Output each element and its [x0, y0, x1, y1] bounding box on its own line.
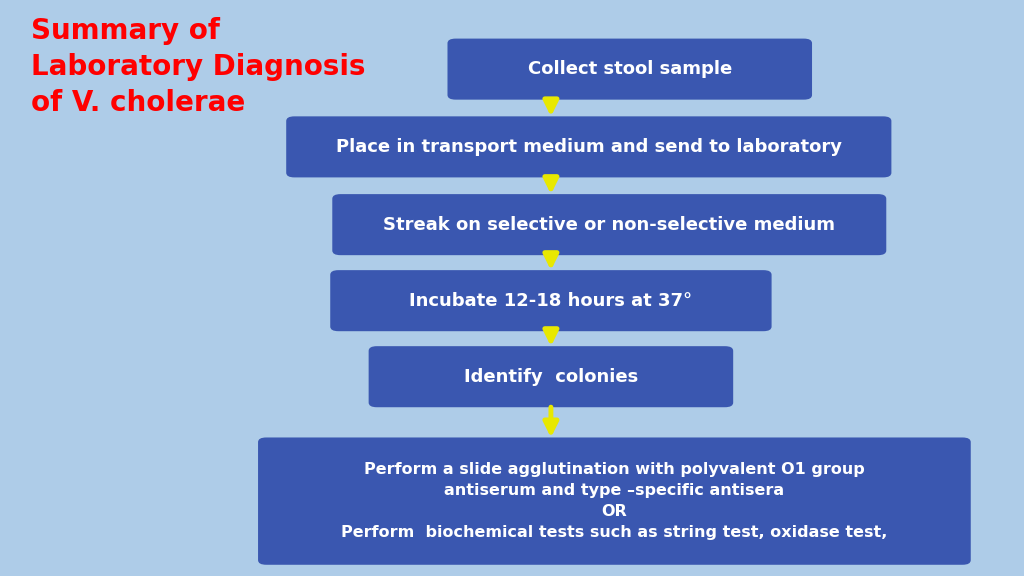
FancyBboxPatch shape: [369, 346, 733, 407]
FancyBboxPatch shape: [330, 270, 772, 331]
Text: Summary of
Laboratory Diagnosis
of V. cholerae: Summary of Laboratory Diagnosis of V. ch…: [31, 17, 366, 117]
FancyBboxPatch shape: [286, 116, 891, 177]
Text: Identify  colonies: Identify colonies: [464, 367, 638, 386]
FancyBboxPatch shape: [258, 438, 971, 564]
Text: Streak on selective or non-selective medium: Streak on selective or non-selective med…: [383, 215, 836, 234]
Text: Perform a slide agglutination with polyvalent O1 group
antiserum and type –speci: Perform a slide agglutination with polyv…: [341, 462, 888, 540]
Text: Place in transport medium and send to laboratory: Place in transport medium and send to la…: [336, 138, 842, 156]
Text: Collect stool sample: Collect stool sample: [527, 60, 732, 78]
FancyBboxPatch shape: [447, 39, 812, 100]
Text: Incubate 12-18 hours at 37°: Incubate 12-18 hours at 37°: [410, 291, 692, 310]
FancyBboxPatch shape: [332, 194, 886, 255]
